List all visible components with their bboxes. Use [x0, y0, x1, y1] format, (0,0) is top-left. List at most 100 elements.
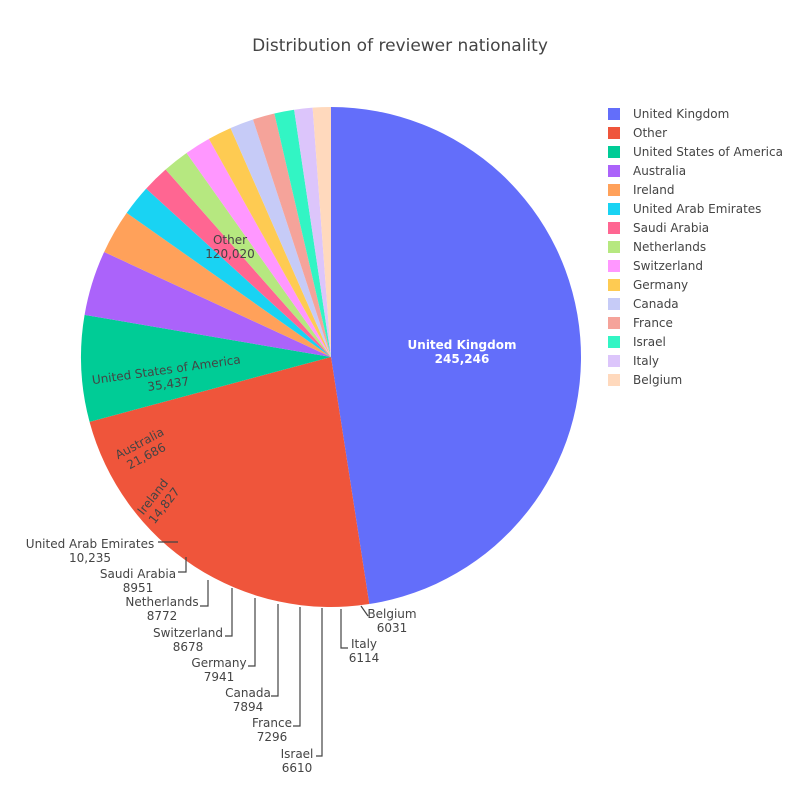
slice-label-value: 8772: [147, 609, 178, 623]
slice-label-name: France: [252, 716, 292, 730]
leader-line-italy: [340, 609, 348, 649]
slice-label-name: Other: [213, 233, 247, 247]
legend-label: Israel: [633, 335, 666, 349]
legend-label: United Arab Emirates: [633, 202, 761, 216]
slice-netherlands: [165, 152, 331, 357]
legend-item-australia[interactable]: Australia: [608, 164, 686, 178]
legend-label: Ireland: [633, 183, 675, 197]
legend-item-united-kingdom[interactable]: United Kingdom: [608, 107, 729, 121]
leader-lines: [158, 541, 369, 757]
slice-label-france: France 7296: [252, 716, 292, 744]
legend-label: Netherlands: [633, 240, 706, 254]
slice-saudi-arabia: [146, 169, 331, 357]
legend-swatch: [608, 336, 620, 348]
legend-label: France: [633, 316, 673, 330]
slice-label-israel: Israel 6610: [281, 747, 314, 775]
slice-united-arab-emirates: [126, 188, 331, 357]
slice-label-name: Canada: [225, 686, 271, 700]
slice-label-value: 35,437: [147, 374, 191, 394]
legend-swatch: [608, 222, 620, 234]
slice-germany: [208, 128, 331, 357]
slice-canada: [230, 119, 331, 358]
legend-item-france[interactable]: France: [608, 316, 673, 330]
slice-belgium: [312, 106, 331, 357]
slice-label-name: United Kingdom: [408, 338, 517, 352]
leader-line-israel: [316, 608, 323, 757]
slice-label-name: United Arab Emirates: [26, 537, 154, 551]
legend-label: Australia: [633, 164, 686, 178]
legend-label: Germany: [633, 278, 688, 292]
slice-label-value: 6114: [349, 651, 380, 665]
legend-swatch: [608, 184, 620, 196]
legend-label: United States of America: [633, 145, 783, 159]
slice-label-other: Other 120,020: [205, 233, 255, 261]
slice-label-united-kingdom: United Kingdom 245,246: [408, 338, 517, 366]
legend-swatch: [608, 317, 620, 329]
legend-swatch: [608, 260, 620, 272]
slice-label-switzerland: Switzerland 8678: [153, 626, 223, 654]
leader-line-saudi-arabia: [178, 557, 187, 573]
slice-label-name: Saudi Arabia: [100, 567, 176, 581]
legend-item-united-arab-emirates[interactable]: United Arab Emirates: [608, 202, 761, 216]
legend-label: Belgium: [633, 373, 682, 387]
legend-swatch: [608, 108, 620, 120]
slice-label-value: 245,246: [435, 352, 490, 366]
slice-label-name: Switzerland: [153, 626, 223, 640]
legend-swatch: [608, 241, 620, 253]
slice-ireland: [104, 212, 331, 357]
legend-swatch: [608, 203, 620, 215]
leader-line-belgium: [360, 605, 369, 617]
slice-label-value: 8678: [173, 640, 204, 654]
slice-italy: [294, 107, 331, 357]
legend-swatch: [608, 146, 620, 158]
slice-label-italy: Italy 6114: [349, 637, 380, 665]
legend-label: Canada: [633, 297, 679, 311]
legend-swatch: [608, 374, 620, 386]
slice-label-name: Belgium: [367, 607, 416, 621]
legend-item-netherlands[interactable]: Netherlands: [608, 240, 706, 254]
legend-swatch: [608, 165, 620, 177]
slice-label-belgium: Belgium 6031: [367, 607, 416, 635]
slice-label-value: 6610: [282, 761, 313, 775]
legend-label: Other: [633, 126, 667, 140]
legend-item-switzerland[interactable]: Switzerland: [608, 259, 703, 273]
legend-item-ireland[interactable]: Ireland: [608, 183, 675, 197]
legend-item-germany[interactable]: Germany: [608, 278, 688, 292]
slice-label-value: 10,235: [69, 551, 111, 565]
slice-label-germany: Germany 7941: [191, 656, 246, 684]
leader-line-switzerland: [225, 588, 233, 637]
slice-switzerland: [186, 138, 331, 357]
pie-slices: [81, 106, 581, 607]
chart-title: Distribution of reviewer nationality: [252, 36, 548, 56]
legend-label: Saudi Arabia: [633, 221, 709, 235]
slice-label-netherlands: Netherlands 8772: [125, 595, 198, 623]
legend-label: United Kingdom: [633, 107, 729, 121]
slice-label-name: Italy: [351, 637, 377, 651]
legend-label: Italy: [633, 354, 659, 368]
legend-item-other[interactable]: Other: [608, 126, 667, 140]
legend-item-israel[interactable]: Israel: [608, 335, 666, 349]
legend-item-canada[interactable]: Canada: [608, 297, 679, 311]
slice-label-name: Israel: [281, 747, 314, 761]
slice-israel: [274, 109, 331, 357]
legend-item-united-states-of-america[interactable]: United States of America: [608, 145, 783, 159]
legend-swatch: [608, 355, 620, 367]
slice-other: [89, 357, 370, 607]
legend-item-saudi-arabia[interactable]: Saudi Arabia: [608, 221, 709, 235]
slice-label-canada: Canada 7894: [225, 686, 271, 714]
slice-france: [252, 113, 331, 357]
slice-label-united-arab-emirates: United Arab Emirates 10,235: [26, 537, 154, 565]
legend-item-italy[interactable]: Italy: [608, 354, 659, 368]
slice-label-value: 6031: [377, 621, 408, 635]
legend-item-belgium[interactable]: Belgium: [608, 373, 682, 387]
legend-swatch: [608, 298, 620, 310]
slice-label-value: 7894: [233, 700, 264, 714]
leader-line-canada: [271, 604, 279, 697]
legend-swatch: [608, 127, 620, 139]
slice-united-states-of-america: [81, 314, 332, 422]
slice-label-value: 120,020: [205, 247, 255, 261]
slice-label-saudi-arabia: Saudi Arabia 8951: [100, 567, 176, 595]
leader-line-netherlands: [200, 580, 209, 607]
slice-united-kingdom: [331, 107, 581, 605]
